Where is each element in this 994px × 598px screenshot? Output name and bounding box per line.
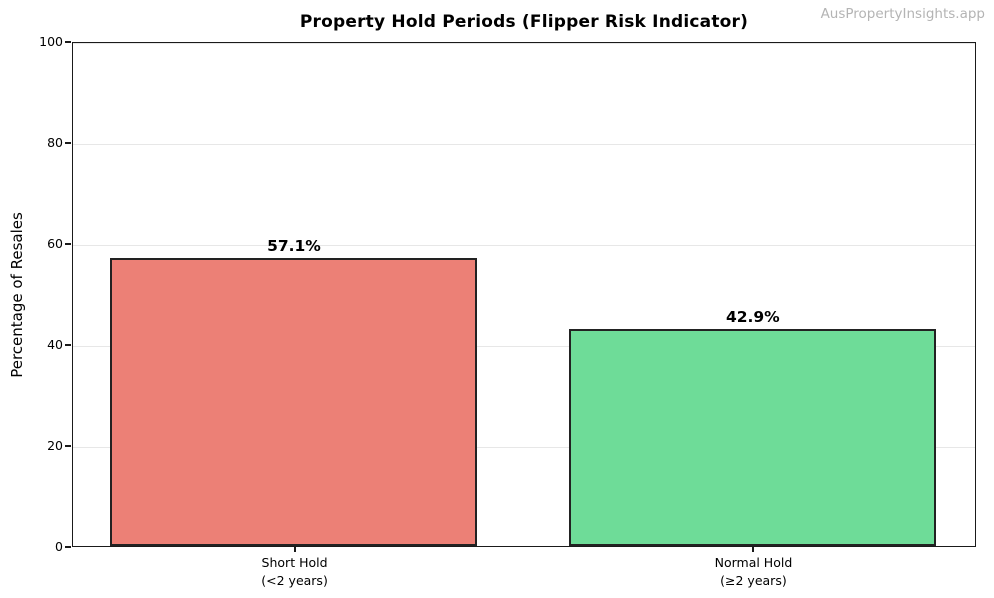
y-tick-label: 40	[47, 337, 63, 352]
y-tick-mark	[65, 344, 71, 346]
bar	[110, 257, 478, 546]
x-tick-label: Short Hold (<2 years)	[261, 555, 328, 588]
y-tick-mark	[65, 243, 71, 245]
x-tick-mark	[293, 547, 296, 552]
y-tick-mark	[65, 445, 71, 447]
gridline	[73, 244, 975, 246]
gridline	[73, 42, 975, 44]
bar-value-label: 42.9%	[725, 308, 780, 327]
bar	[569, 329, 937, 546]
gridline	[73, 446, 975, 448]
y-tick-mark	[65, 41, 71, 43]
watermark: AusPropertyInsights.app	[820, 6, 985, 22]
gridline	[73, 345, 975, 347]
y-tick-label: 20	[47, 438, 63, 453]
y-tick-label: 80	[47, 135, 63, 150]
x-tick-label: Normal Hold (≥2 years)	[714, 555, 793, 588]
plot-area: 57.1% 42.9%	[72, 42, 976, 547]
y-tick-label: 0	[55, 539, 63, 554]
y-tick-mark	[65, 546, 71, 548]
bar-value-label: 57.1%	[267, 236, 321, 255]
y-tick-label: 100	[39, 34, 63, 49]
chart-title: Property Hold Periods (Flipper Risk Indi…	[299, 12, 749, 32]
y-tick-label: 60	[47, 236, 63, 251]
x-tick-mark	[752, 547, 755, 552]
y-tick-mark	[65, 142, 71, 144]
gridline	[73, 143, 975, 145]
